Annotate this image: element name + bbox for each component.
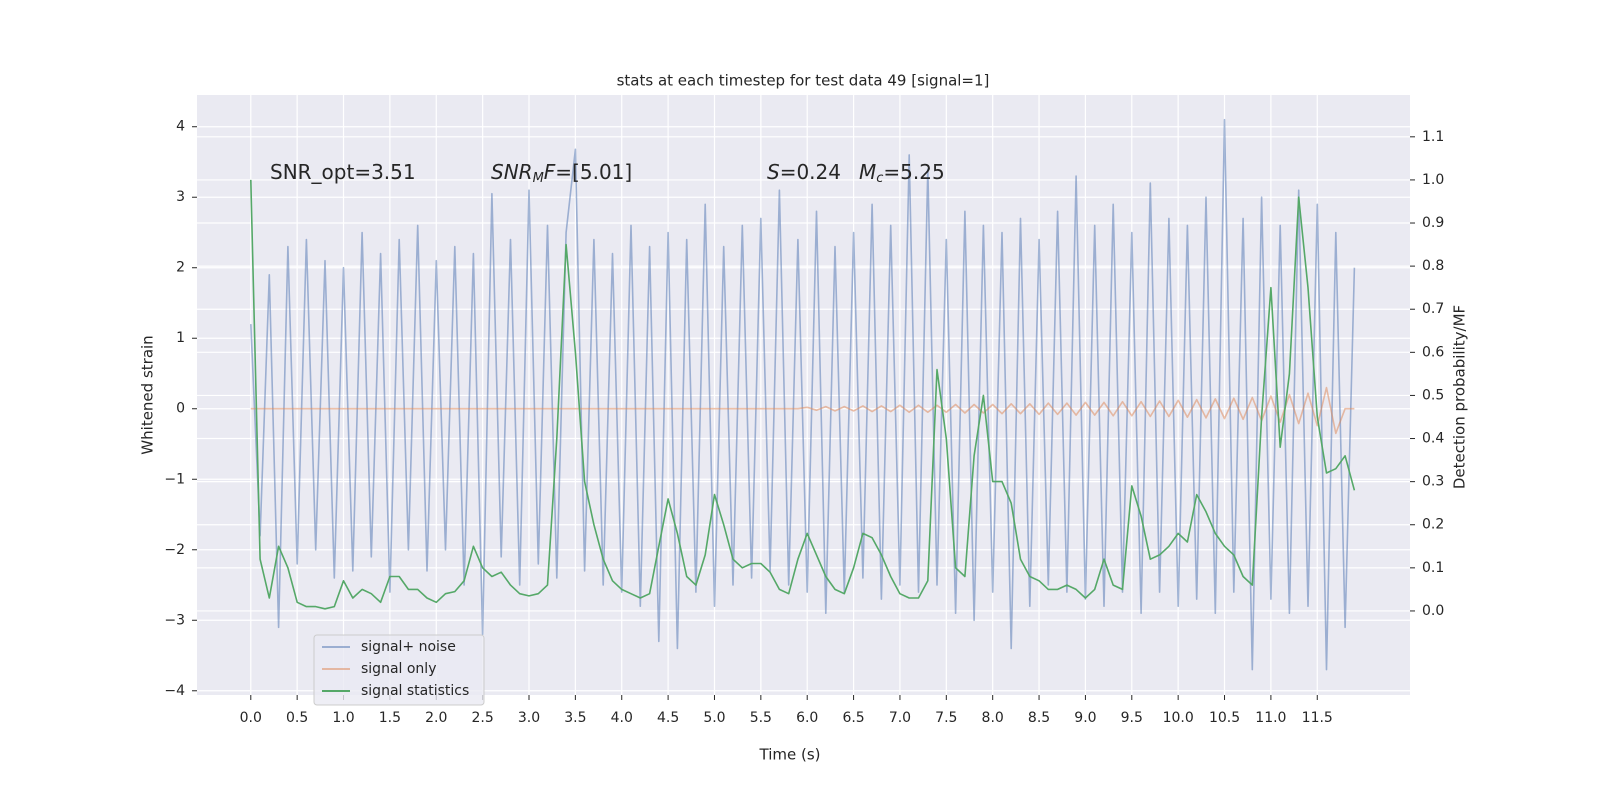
y-tick-label: 0 bbox=[176, 401, 185, 417]
x-tick-label: 0.5 bbox=[286, 710, 308, 726]
annotation-text: =0.24 bbox=[780, 160, 841, 184]
y2-tick-label: 0.0 bbox=[1422, 603, 1444, 619]
y2-tick-label: 1.1 bbox=[1422, 129, 1444, 145]
annotation-text: F bbox=[544, 160, 556, 184]
x-tick-label: 7.0 bbox=[889, 710, 911, 726]
series-line bbox=[250, 386, 1355, 435]
annotation: SNR_opt=3.51 bbox=[270, 160, 416, 184]
y2-tick-label: 0.2 bbox=[1422, 517, 1444, 533]
y2-tick-label: 0.1 bbox=[1422, 560, 1444, 576]
x-tick-label: 6.5 bbox=[842, 710, 864, 726]
y-tick-label: −2 bbox=[164, 542, 185, 558]
y-tick-label: 1 bbox=[176, 330, 185, 346]
x-tick-label: 9.0 bbox=[1074, 710, 1096, 726]
x-tick-label: 7.5 bbox=[935, 710, 957, 726]
x-tick-label: 1.5 bbox=[379, 710, 401, 726]
annotation-text: SNR_opt=3.51 bbox=[270, 160, 416, 184]
y-tick-label: −4 bbox=[164, 683, 185, 699]
legend-label: signal statistics bbox=[361, 683, 469, 699]
annotation: S=0.24 bbox=[767, 160, 841, 184]
y2-tick-label: 0.7 bbox=[1422, 301, 1444, 317]
legend-label: signal+ noise bbox=[361, 639, 456, 655]
series-line bbox=[250, 179, 1356, 610]
x-tick-label: 8.5 bbox=[1028, 710, 1050, 726]
x-tick-label: 6.0 bbox=[796, 710, 818, 726]
annotation-text: SNR bbox=[491, 160, 533, 184]
annotation-text: M bbox=[533, 171, 544, 186]
x-tick-label: 10.0 bbox=[1163, 710, 1194, 726]
legend: signal+ noise signal only signal statistic… bbox=[313, 634, 485, 706]
y2-tick-label: 0.8 bbox=[1422, 258, 1444, 274]
y-tick-label: −1 bbox=[164, 471, 185, 487]
y-tick-label: 4 bbox=[176, 119, 185, 135]
x-tick-label: 11.0 bbox=[1255, 710, 1286, 726]
x-tick-label: 9.5 bbox=[1121, 710, 1143, 726]
y2-tick-label: 0.9 bbox=[1422, 215, 1444, 231]
marks bbox=[250, 118, 1356, 671]
x-axis-label: Time (s) bbox=[759, 746, 821, 764]
y2-tick-label: 0.6 bbox=[1422, 344, 1444, 360]
x-tick-label: 3.0 bbox=[518, 710, 540, 726]
y2-axis-label: Detection probability/MF bbox=[1451, 305, 1469, 489]
y-axis-label: Whitened strain bbox=[139, 335, 157, 454]
y-tick-label: 3 bbox=[176, 189, 185, 205]
annotation-text: S bbox=[767, 160, 780, 184]
chart-title: stats at each timestep for test data 49 … bbox=[617, 72, 990, 90]
annotation-text: c bbox=[876, 171, 883, 186]
y2-tick-label: 0.4 bbox=[1422, 431, 1444, 447]
x-tick-label: 5.0 bbox=[703, 710, 725, 726]
x-tick-label: 2.0 bbox=[425, 710, 447, 726]
y2-tick-label: 0.5 bbox=[1422, 387, 1444, 403]
annotation-text: M bbox=[859, 160, 876, 184]
x-tick-label: 11.5 bbox=[1302, 710, 1333, 726]
annotation: Mc=5.25 bbox=[859, 160, 945, 186]
series-line bbox=[250, 118, 1356, 671]
y-tick-label: 2 bbox=[176, 260, 185, 276]
annotation-text: =5.25 bbox=[883, 160, 944, 184]
x-tick-label: 1.0 bbox=[332, 710, 354, 726]
y2-tick-label: 0.3 bbox=[1422, 474, 1444, 490]
legend-label: signal only bbox=[361, 661, 436, 677]
legend-box bbox=[313, 634, 485, 706]
y-tick-label: −3 bbox=[164, 612, 185, 628]
x-tick-label: 0.0 bbox=[240, 710, 262, 726]
x-tick-label: 4.0 bbox=[611, 710, 633, 726]
y2-tick-label: 1.0 bbox=[1422, 172, 1444, 188]
annotation: SNRMF=[5.01] bbox=[491, 160, 632, 186]
x-tick-label: 3.5 bbox=[564, 710, 586, 726]
x-tick-label: 2.5 bbox=[471, 710, 493, 726]
annotation-text: =[5.01] bbox=[555, 160, 632, 184]
x-tick-label: 5.5 bbox=[750, 710, 772, 726]
x-tick-label: 4.5 bbox=[657, 710, 679, 726]
x-tick-label: 10.5 bbox=[1209, 710, 1240, 726]
x-tick-label: 8.0 bbox=[982, 710, 1004, 726]
